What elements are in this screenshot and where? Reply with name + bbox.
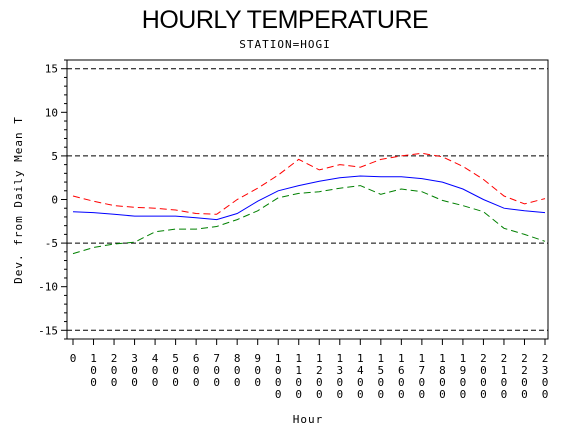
y-tick-label: -10 xyxy=(38,281,58,294)
reference-lines xyxy=(67,68,548,331)
y-tick-label: 5 xyxy=(51,150,58,163)
x-tick-label: 0 xyxy=(70,352,77,365)
series-line-1 xyxy=(72,152,546,215)
series-layer xyxy=(72,152,546,255)
y-tick-label: -5 xyxy=(45,237,58,250)
y-tick-label: 15 xyxy=(45,63,58,76)
series-line-3 xyxy=(72,185,546,255)
y-tick-label: 0 xyxy=(51,194,58,207)
plot-frame xyxy=(66,59,549,340)
chart-title: HOURLY TEMPERATURE xyxy=(141,6,429,34)
y-tick-label: -15 xyxy=(38,324,58,337)
y-axis-label: Dev. from Daily Mean T xyxy=(12,116,25,284)
y-axis: 15 10 5 0 -5 -10 -15 xyxy=(38,59,67,340)
series-line-2 xyxy=(72,175,546,221)
chart-subtitle: STATION=HOGI xyxy=(239,38,331,51)
x-axis: 0 1 0 0 2 0 0 3 0 0 4 0 0 5 0 0 6 0 0 7 0 0 8 0 0 9 0 0 1 0 0 0 1 1 0 0 1 2 0 0… xyxy=(70,339,549,401)
y-tick-label: 10 xyxy=(45,106,58,119)
x-axis-label: Hour xyxy=(293,413,324,426)
